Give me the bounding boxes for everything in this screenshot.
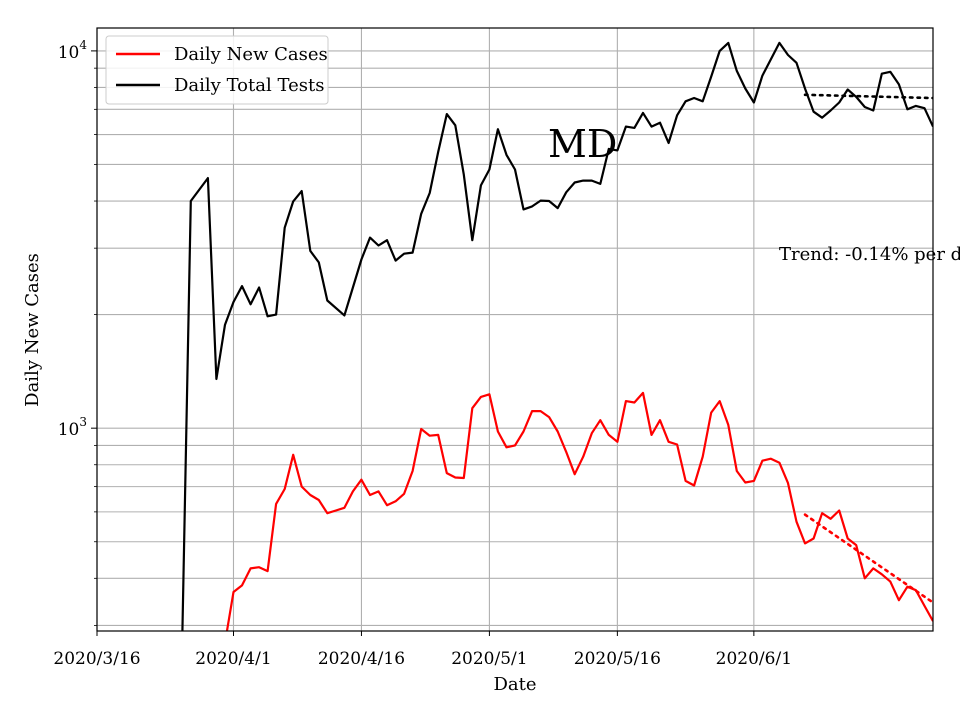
cases-trend-line: [803, 513, 933, 604]
x-tick-label: 2020/4/16: [318, 649, 405, 669]
y-axis-title: Daily New Cases: [22, 253, 43, 407]
state-label: MD: [548, 122, 617, 166]
legend-box: [105, 35, 329, 105]
x-tick-label: 2020/6/1: [716, 649, 792, 669]
legend: Daily New Cases Daily Total Tests: [105, 35, 329, 105]
x-tick-label: 2020/5/16: [574, 649, 661, 669]
x-tick-label: 2020/4/1: [195, 649, 271, 669]
x-tick-label: 2020/5/1: [451, 649, 527, 669]
daily-new-cases-line: [225, 391, 933, 631]
x-axis-title: Date: [493, 674, 536, 695]
daily-total-tests-line: [181, 41, 933, 631]
legend-label-tests: Daily Total Tests: [174, 75, 324, 96]
x-tick-label: 2020/3/16: [53, 649, 140, 669]
tick-layer: 2020/3/16 2020/4/1 2020/4/16 2020/5/1 2020/5…: [53, 38, 792, 669]
tests-trend-line: [803, 93, 933, 100]
series-layer: [181, 41, 933, 631]
y-tick-label: 104: [58, 38, 88, 63]
plot-frame: [96, 27, 934, 632]
y-tick-label: 103: [58, 415, 87, 440]
legend-label-cases: Daily New Cases: [174, 44, 328, 65]
trend-annotation: Trend: -0.14% per day: [779, 244, 960, 265]
grid-layer: [96, 28, 933, 631]
